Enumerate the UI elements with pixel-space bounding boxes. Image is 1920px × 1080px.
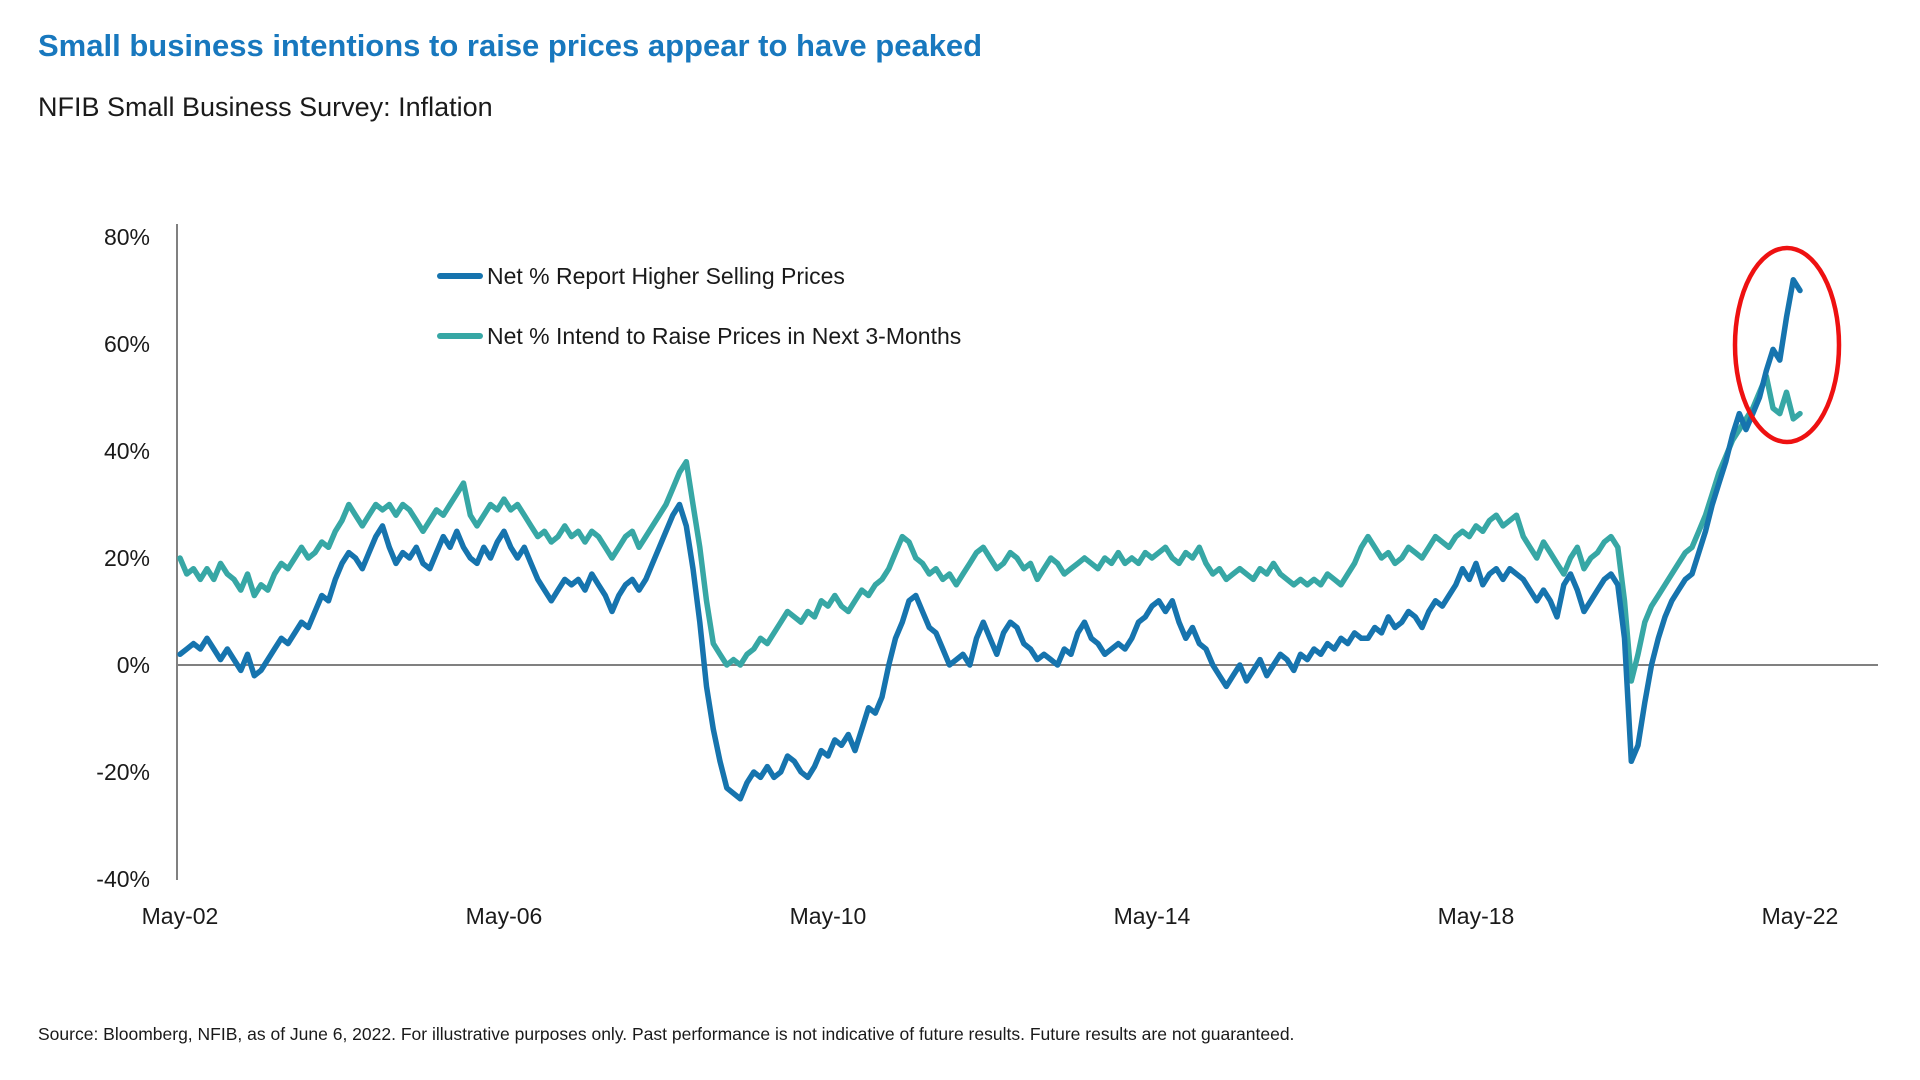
y-tick-80: 80% <box>103 224 150 250</box>
x-tick-may22: May-22 <box>1761 903 1839 929</box>
y-tick-neg20: -20% <box>96 759 150 785</box>
legend-label-report-higher-prices: Net % Report Higher Selling Prices <box>487 262 845 289</box>
series-line-intend-raise-prices <box>177 373 1803 684</box>
y-tick-40: 40% <box>103 438 150 464</box>
chart-subtitle: NFIB Small Business Survey: Inflation <box>38 92 493 122</box>
x-tick-may06: May-06 <box>465 903 543 929</box>
x-tick-may02: May-02 <box>141 903 219 929</box>
legend-item-report-higher-prices: Net % Report Higher Selling Prices <box>437 260 961 292</box>
legend-label-intend-raise-prices: Net % Intend to Raise Prices in Next 3-M… <box>487 322 962 349</box>
page-title: Small business intentions to raise price… <box>38 28 983 63</box>
legend-swatch-blue <box>437 273 483 279</box>
x-tick-may18: May-18 <box>1437 903 1515 929</box>
source-note: Source: Bloomberg, NFIB, as of June 6, 2… <box>38 1024 1295 1044</box>
y-tick-0: 0% <box>116 652 150 678</box>
legend-swatch-teal <box>437 333 483 339</box>
peak-annotation-ellipse <box>1732 245 1842 445</box>
legend: Net % Report Higher Selling Prices Net %… <box>437 260 961 380</box>
series-line-report-higher-prices <box>177 277 1803 802</box>
x-tick-may10: May-10 <box>789 903 867 929</box>
y-tick-60: 60% <box>103 331 150 357</box>
y-tick-20: 20% <box>103 545 150 571</box>
y-tick-neg40: -40% <box>96 866 150 892</box>
legend-item-intend-raise-prices: Net % Intend to Raise Prices in Next 3-M… <box>437 320 961 352</box>
x-tick-may14: May-14 <box>1113 903 1191 929</box>
